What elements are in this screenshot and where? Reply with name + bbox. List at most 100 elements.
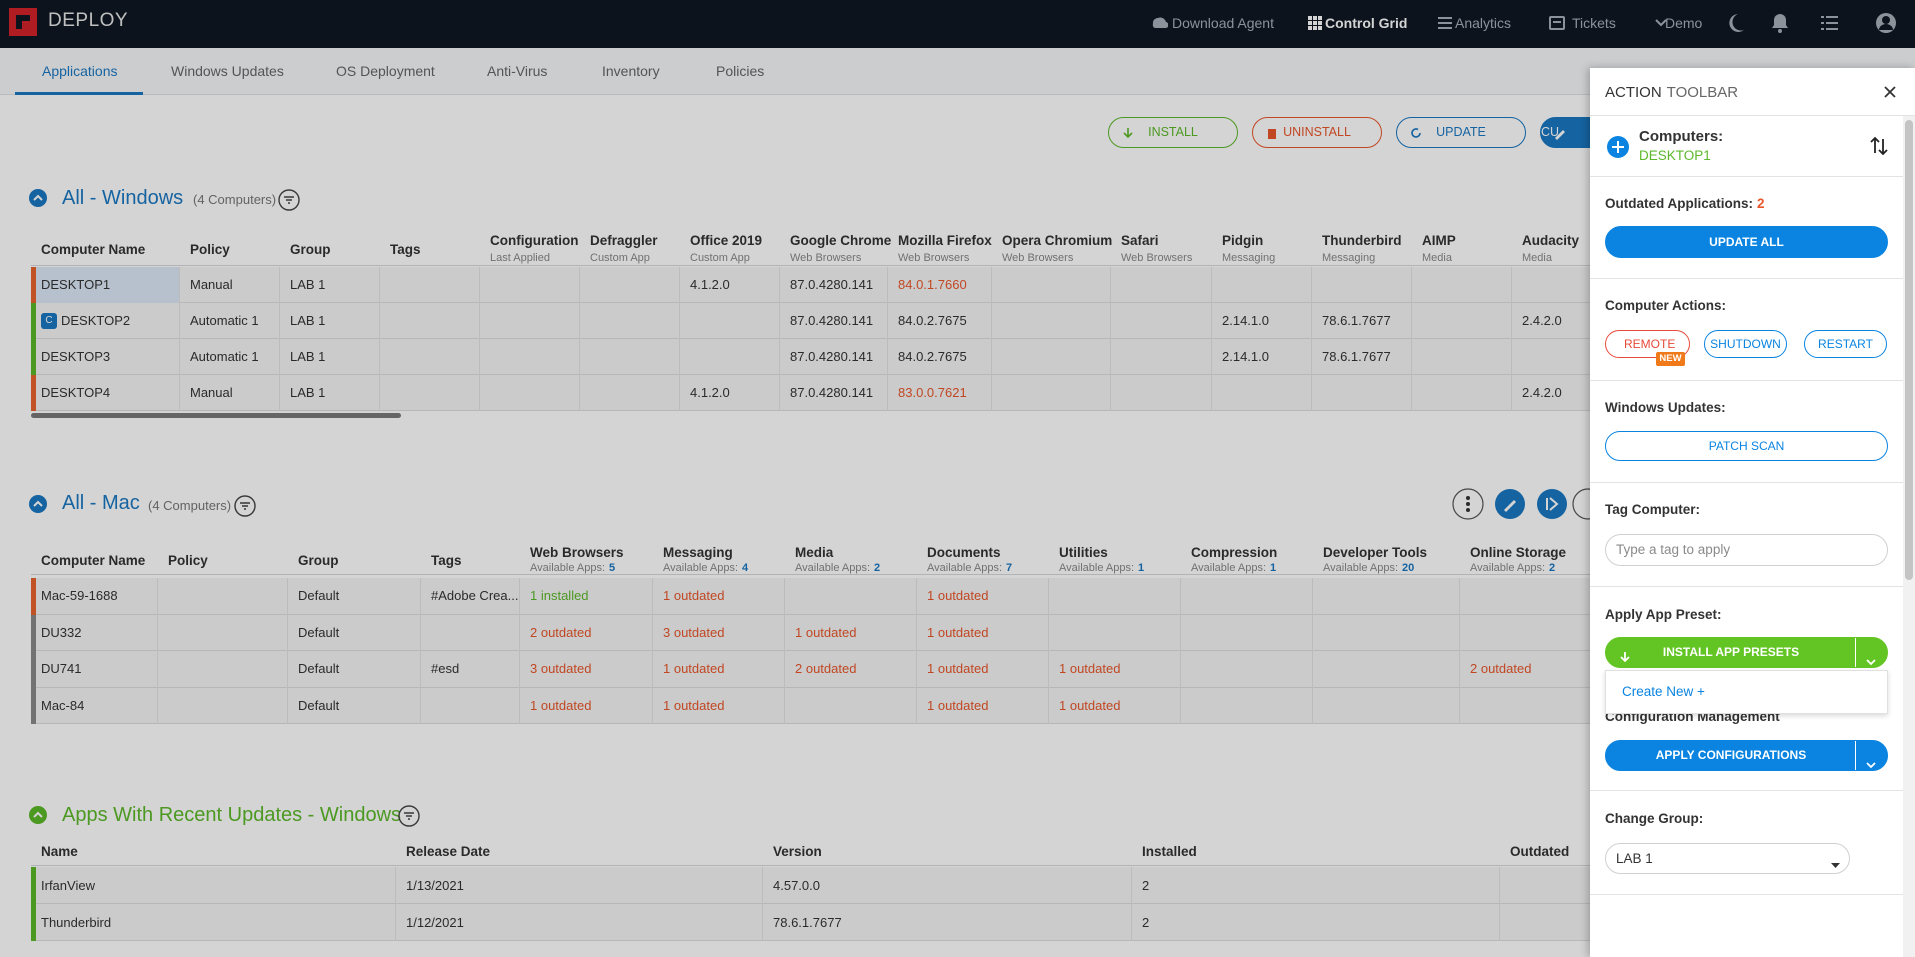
table-cell	[1049, 578, 1181, 615]
cell-text: 1/12/2021	[406, 914, 464, 930]
nav-item[interactable]: Tickets	[1572, 15, 1616, 31]
presets-caret[interactable]	[1866, 649, 1876, 666]
tab[interactable]: Applications	[42, 63, 118, 79]
tab[interactable]: OS Deployment	[336, 63, 435, 79]
tab[interactable]: Inventory	[602, 63, 660, 79]
table-row	[31, 375, 1600, 411]
row-status-bar	[31, 651, 36, 688]
table-cell	[421, 578, 520, 615]
section-label: Outdated Applications: 2	[1605, 196, 1765, 211]
cell-text: 4.57.0.0	[773, 877, 820, 893]
nav-icon	[1548, 14, 1566, 32]
theme-toggle[interactable]	[1726, 12, 1746, 34]
cell-text: 1 outdated	[1059, 697, 1121, 713]
table-cell	[1312, 267, 1412, 303]
collapse-toggle[interactable]	[28, 805, 48, 825]
column-header: Pidgin	[1222, 232, 1264, 248]
table-cell	[36, 614, 158, 651]
restart-button[interactable]: RESTART	[1804, 330, 1887, 358]
table-cell	[158, 578, 288, 615]
nav-icon	[1652, 14, 1670, 32]
tab[interactable]: Windows Updates	[171, 63, 284, 79]
cell-text: Mac-84	[41, 697, 85, 713]
table-cell	[421, 651, 520, 688]
action-button[interactable]: UNINSTALL	[1252, 117, 1382, 148]
install-presets-button[interactable]: INSTALL APP PRESETS	[1605, 637, 1888, 668]
available-count: 2	[1549, 561, 1556, 574]
column-subheader: Available Apps: 4	[663, 561, 749, 574]
table-cell	[421, 614, 520, 651]
close-panel[interactable]	[1882, 84, 1898, 100]
cell-text: #Adobe Crea...	[431, 588, 519, 604]
apply-config-button[interactable]: APPLY CONFIGURATIONS	[1605, 740, 1888, 771]
filter-button[interactable]	[234, 495, 256, 517]
brand-logo	[8, 7, 38, 37]
collapse-toggle[interactable]	[28, 494, 48, 514]
tag-input[interactable]: Type a tag to apply	[1605, 534, 1888, 566]
notifications[interactable]	[1770, 12, 1790, 34]
action-icon	[1553, 126, 1567, 140]
column-header: Safari	[1121, 232, 1159, 248]
action-icon-svg	[1123, 128, 1133, 139]
column-header: Opera Chromium	[1002, 232, 1113, 248]
create-new-preset[interactable]: Create New +	[1622, 684, 1705, 699]
available-count: 7	[1006, 561, 1013, 574]
cell-text: 1 outdated	[927, 588, 989, 604]
tab[interactable]: Anti-Virus	[487, 63, 548, 79]
column-subheader: Media	[1422, 252, 1452, 265]
action-button[interactable]: INSTALL	[1108, 117, 1238, 148]
user-menu[interactable]	[1875, 12, 1897, 34]
table-cell	[763, 904, 1132, 941]
column-subheader: Available Apps: 2	[795, 561, 881, 574]
shutdown-button[interactable]: SHUTDOWN	[1704, 330, 1787, 358]
section-title: Apps With Recent Updates - Windows	[62, 804, 402, 826]
nav-icon	[1306, 14, 1324, 32]
column-header: Documents	[927, 544, 1001, 560]
nav-item[interactable]: Control Grid	[1325, 15, 1408, 31]
more-options[interactable]	[1452, 488, 1484, 520]
action-icon-svg	[1268, 129, 1276, 139]
nav-item[interactable]: Analytics	[1455, 15, 1512, 31]
task-list-svg	[1821, 16, 1838, 30]
sort-toggle[interactable]	[1868, 135, 1890, 157]
task-list[interactable]	[1820, 13, 1840, 33]
table-cell	[992, 303, 1111, 339]
cell-text: 1 outdated	[530, 697, 592, 713]
config-caret[interactable]	[1866, 752, 1876, 769]
deploy-group[interactable]	[1536, 488, 1568, 520]
theme-toggle-svg	[1729, 14, 1744, 32]
table-cell	[288, 614, 421, 651]
nav-item[interactable]: Demo	[1665, 15, 1703, 31]
action-button[interactable]: UPDATE	[1396, 117, 1526, 148]
table-cell	[992, 267, 1111, 303]
column-subheader: Available Apps: 1	[1191, 561, 1277, 574]
filter-button[interactable]	[278, 189, 300, 211]
patch-scan-button[interactable]: PATCH SCAN	[1605, 431, 1888, 461]
table-cell	[653, 578, 785, 615]
section-divider	[1590, 482, 1905, 483]
table-cell	[1313, 687, 1460, 724]
group-select[interactable]: LAB 1	[1605, 843, 1850, 874]
update-all-button[interactable]: UPDATE ALL	[1605, 226, 1888, 258]
column-subheader: Web Browsers	[1002, 252, 1074, 265]
table-cell	[1111, 375, 1212, 411]
edit-group[interactable]	[1494, 488, 1526, 520]
table-cell	[780, 267, 888, 303]
cell-text: 2.14.1.0	[1222, 313, 1269, 328]
nav-item[interactable]: Download Agent	[1172, 15, 1274, 31]
collapse-toggle[interactable]	[28, 188, 48, 208]
table-row	[31, 267, 1600, 303]
cell-text: Manual	[190, 277, 233, 292]
filter-button-svg	[398, 805, 420, 827]
column-subheader: Available Apps: 2	[1470, 561, 1556, 574]
remote-button[interactable]: REMOTE	[1605, 330, 1690, 358]
column-header: Configuration	[490, 232, 579, 248]
install-presets-label: INSTALL APP PRESETS	[1662, 645, 1800, 659]
add-computer[interactable]	[1606, 135, 1630, 159]
tab[interactable]: Policies	[716, 63, 765, 79]
filter-button[interactable]	[398, 805, 420, 827]
table-cell	[917, 687, 1049, 724]
table-cell	[917, 614, 1049, 651]
panel-scrollbar-thumb	[1905, 120, 1913, 580]
table-cell	[780, 303, 888, 339]
